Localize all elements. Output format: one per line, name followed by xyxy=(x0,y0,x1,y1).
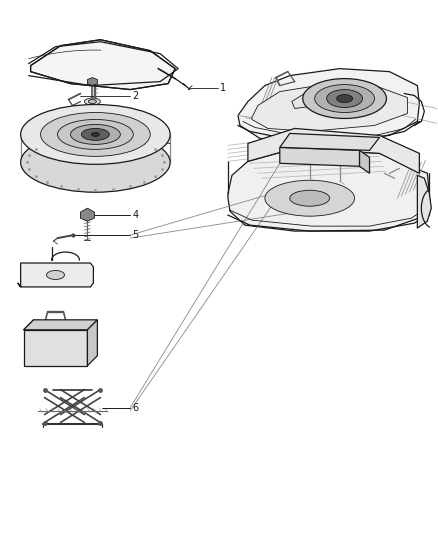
Polygon shape xyxy=(88,320,97,366)
Ellipse shape xyxy=(21,104,170,164)
Ellipse shape xyxy=(327,90,363,108)
Text: 6: 6 xyxy=(132,402,138,413)
Polygon shape xyxy=(88,78,97,86)
Text: 1: 1 xyxy=(220,83,226,93)
Polygon shape xyxy=(292,92,325,109)
Polygon shape xyxy=(24,330,88,366)
Polygon shape xyxy=(81,208,95,221)
Text: 3: 3 xyxy=(132,135,138,146)
Polygon shape xyxy=(24,320,97,330)
Ellipse shape xyxy=(337,94,353,102)
Polygon shape xyxy=(228,148,429,231)
Ellipse shape xyxy=(314,85,374,112)
Ellipse shape xyxy=(88,100,96,103)
Polygon shape xyxy=(280,133,379,150)
Polygon shape xyxy=(417,175,431,228)
Ellipse shape xyxy=(81,128,110,140)
Polygon shape xyxy=(360,150,370,173)
Polygon shape xyxy=(252,84,407,132)
Ellipse shape xyxy=(290,190,330,206)
Ellipse shape xyxy=(46,270,64,279)
Polygon shape xyxy=(31,40,175,90)
Ellipse shape xyxy=(21,132,170,192)
Polygon shape xyxy=(248,128,419,173)
Ellipse shape xyxy=(303,78,386,118)
Ellipse shape xyxy=(92,132,99,136)
Ellipse shape xyxy=(85,98,100,105)
Polygon shape xyxy=(280,148,360,166)
Ellipse shape xyxy=(57,119,133,149)
Text: 5: 5 xyxy=(132,230,138,240)
Ellipse shape xyxy=(71,124,120,144)
Polygon shape xyxy=(18,263,93,287)
Ellipse shape xyxy=(265,180,355,216)
Polygon shape xyxy=(238,69,419,143)
Ellipse shape xyxy=(41,112,150,156)
Text: 4: 4 xyxy=(132,210,138,220)
Text: 2: 2 xyxy=(132,91,138,101)
